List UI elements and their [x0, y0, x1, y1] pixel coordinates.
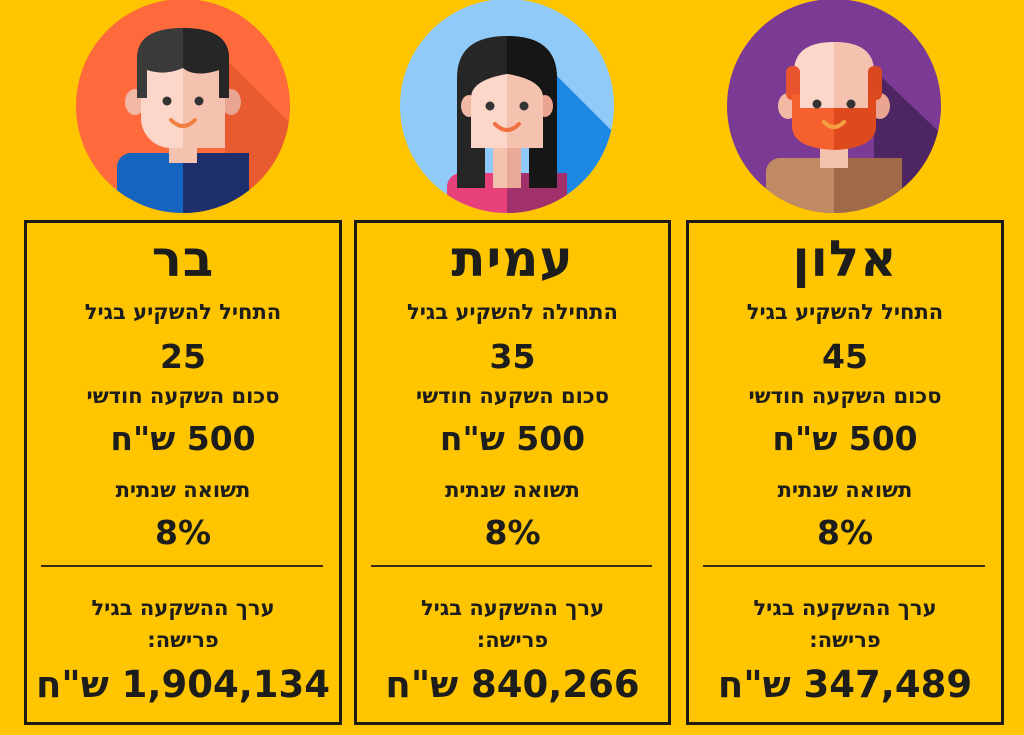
card-amit: עמית התחילה להשקיע בגיל 35 סכום השקעה חו…: [354, 220, 671, 725]
divider: [703, 565, 985, 567]
monthly-label: סכום השקעה חודשי: [86, 384, 280, 408]
retirement-value: 1,904,134 ש"ח: [36, 663, 330, 706]
start-age-label: התחיל להשקיע בגיל: [84, 300, 282, 324]
start-age-value: 25: [160, 337, 206, 376]
start-age-value: 35: [489, 337, 536, 376]
monthly-amount: 500 ש"ח: [439, 419, 586, 458]
avatar-alon: [726, 0, 942, 214]
bearded-man-avatar-icon: [727, 0, 941, 213]
return-label: תשואה שנתית: [115, 478, 251, 502]
start-age-label: התחילה להשקיע בגיל: [407, 300, 618, 324]
retirement-label-line2: פרישה:: [476, 628, 549, 652]
return-label: תשואה שנתית: [777, 478, 913, 502]
card-alon: אלון התחיל להשקיע בגיל 45 סכום השקעה חוד…: [686, 220, 1004, 725]
person-name: עמית: [451, 230, 574, 288]
monthly-amount: 500 ש"ח: [110, 419, 256, 458]
return-label: תשואה שנתית: [445, 478, 580, 502]
person-name: בר: [151, 230, 215, 288]
annual-return: 8%: [484, 513, 541, 552]
avatar-amit: [399, 0, 615, 214]
retirement-label-line1: ערך ההשקעה בגיל: [420, 596, 605, 620]
retirement-label-line1: ערך ההשקעה בגיל: [91, 596, 275, 620]
retirement-label-line2: פרישה:: [147, 628, 219, 652]
young-man-avatar-icon: [76, 0, 290, 213]
woman-avatar-icon: [400, 0, 614, 213]
monthly-amount: 500 ש"ח: [772, 419, 918, 458]
divider: [371, 565, 652, 567]
monthly-label: סכום השקעה חודשי: [748, 384, 942, 408]
start-age-label: התחיל להשקיע בגיל: [746, 300, 944, 324]
retirement-label-line1: ערך ההשקעה בגיל: [753, 596, 937, 620]
annual-return: 8%: [154, 513, 212, 552]
retirement-value: 840,266 ש"ח: [385, 663, 640, 706]
retirement-value: 347,489 ש"ח: [717, 663, 973, 706]
start-age-value: 45: [822, 337, 868, 376]
card-bar: בר התחיל להשקיע בגיל 25 סכום השקעה חודשי…: [24, 220, 342, 725]
avatar-bar: [75, 0, 291, 214]
retirement-label-line2: פרישה:: [809, 628, 881, 652]
monthly-label: סכום השקעה חודשי: [416, 384, 609, 408]
person-name: אלון: [792, 230, 898, 288]
divider: [41, 565, 323, 567]
annual-return: 8%: [816, 513, 874, 552]
